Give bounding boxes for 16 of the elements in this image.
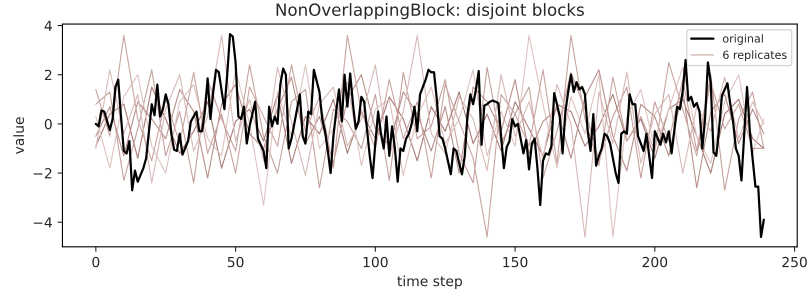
x-tick-label: 50 [228, 256, 244, 268]
legend-label: original [722, 34, 763, 45]
y-tick-label: −2 [34, 168, 52, 178]
y-tick-label: 4 [44, 20, 52, 31]
y-tick-label: 0 [44, 118, 52, 130]
x-tick-label: 150 [503, 256, 528, 268]
y-tick-label: 2 [44, 70, 52, 80]
x-tick-label: 0 [92, 256, 100, 268]
y-tick-label: −4 [34, 217, 52, 228]
chart-title: NonOverlappingBlock: disjoint blocks [276, 3, 584, 20]
legend-label: 6 replicates [723, 50, 787, 62]
x-tick-label: 200 [642, 256, 668, 268]
x-tick-label: 100 [364, 256, 388, 268]
x-tick-label: 250 [782, 256, 807, 268]
x-axis-title: time step [397, 276, 462, 289]
y-axis-title: value [13, 117, 24, 154]
